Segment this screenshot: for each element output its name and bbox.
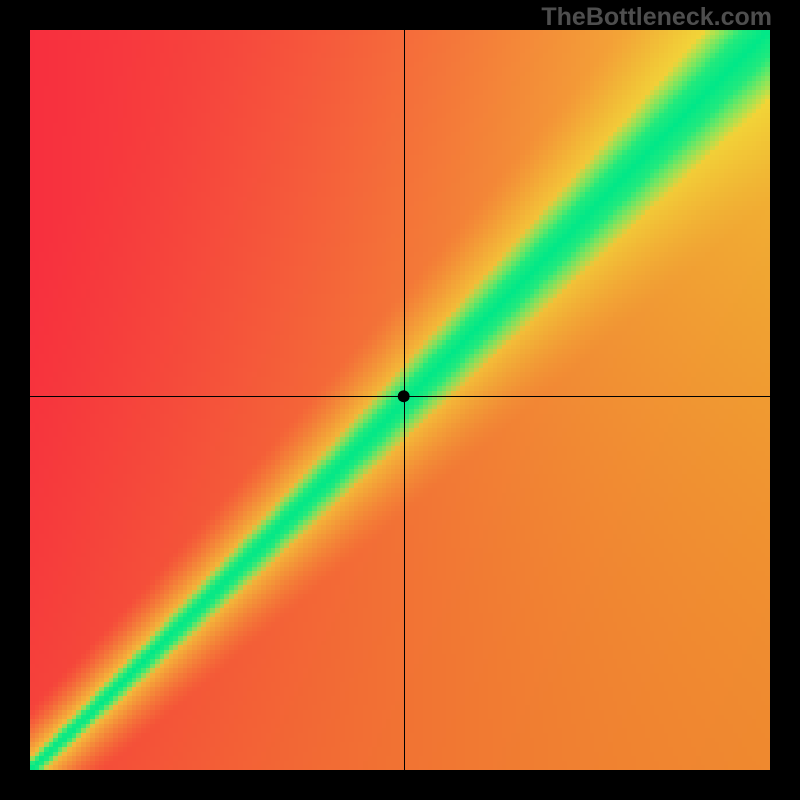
bottleneck-heatmap <box>30 30 770 770</box>
chart-container: TheBottleneck.com <box>0 0 800 800</box>
watermark-text: TheBottleneck.com <box>541 3 772 32</box>
